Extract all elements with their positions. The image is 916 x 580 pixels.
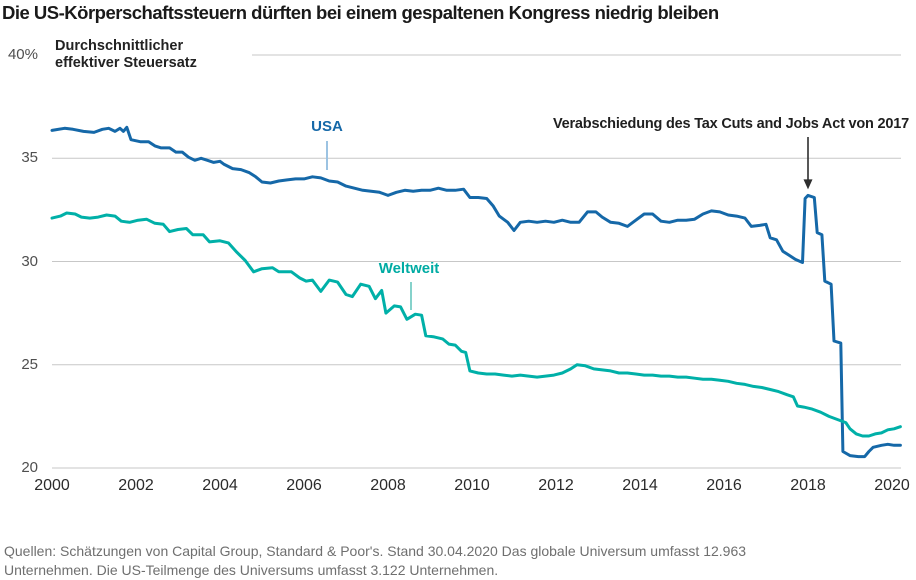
series-line-weltweit <box>50 211 902 438</box>
y-tick-30: 30 <box>21 252 38 270</box>
x-tick-2004: 2004 <box>202 477 238 494</box>
annotation-text: Verabschiedung des Tax Cuts and Jobs Act… <box>552 116 909 132</box>
y-tick-20: 20 <box>21 459 38 476</box>
y-axis-title: Durchschnittlicher effektiver Steuersatz <box>55 38 197 72</box>
annotation-arrow-head <box>803 179 813 190</box>
weltweit-leader-line <box>410 282 412 310</box>
x-tick-2010: 2010 <box>454 477 490 494</box>
y-axis-title-line1: Durchschnittlicher <box>55 38 184 54</box>
x-tick-2016: 2016 <box>706 477 742 494</box>
y-tick-40: 40% <box>7 46 38 63</box>
series-line-usa <box>50 125 902 459</box>
x-tick-2008: 2008 <box>370 477 406 494</box>
series-label-weltweit: Weltweit <box>378 260 440 277</box>
x-tick-2014: 2014 <box>622 477 658 494</box>
x-tick-2006: 2006 <box>286 477 322 494</box>
source-footnote-line1: Quellen: Schätzungen von Capital Group, … <box>4 543 747 559</box>
series-label-usa: USA <box>311 118 343 135</box>
chart-title: Die US-Körperschaftssteuern dürften bei … <box>2 2 719 23</box>
source-footnote: Quellen: Schätzungen von Capital Group, … <box>4 542 746 580</box>
usa-leader-line <box>326 141 328 170</box>
y-axis-title-line2: effektiver Steuersatz <box>55 55 197 71</box>
x-tick-2012: 2012 <box>538 477 574 494</box>
x-tick-2020: 2020 <box>874 477 910 494</box>
y-tick-25: 25 <box>21 355 38 373</box>
source-footnote-line2: Unternehmen. Die US-Teilmenge des Univer… <box>4 562 499 578</box>
x-tick-2002: 2002 <box>118 477 154 494</box>
x-tick-2000: 2000 <box>34 477 70 494</box>
x-tick-2018: 2018 <box>790 477 826 494</box>
y-tick-35: 35 <box>21 149 38 167</box>
